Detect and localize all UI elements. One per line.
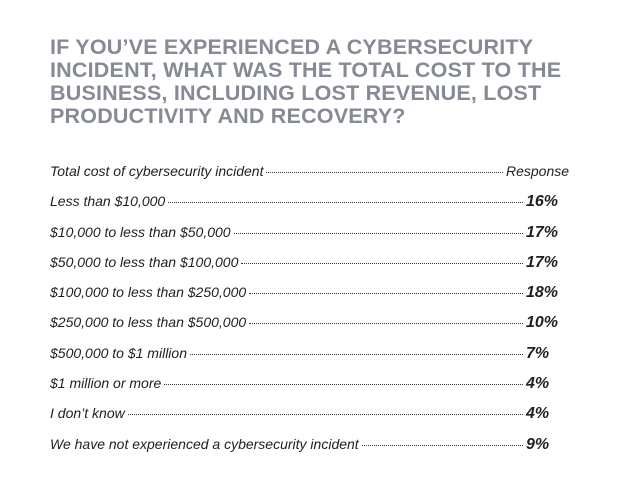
dot-leader (249, 293, 523, 295)
table-row: I don’t know 4% (50, 405, 572, 435)
row-label: $100,000 to less than $250,000 (50, 284, 247, 301)
dot-leader (233, 232, 523, 234)
dot-leader (241, 262, 523, 264)
table-row: $10,000 to less than $50,000 17% (50, 224, 572, 254)
table-row: $100,000 to less than $250,000 18% (50, 284, 572, 314)
row-label: $250,000 to less than $500,000 (50, 314, 247, 331)
table-row: We have not experienced a cybersecurity … (50, 436, 572, 466)
row-value: 17% (526, 253, 559, 271)
header-label: Total cost of cybersecurity incident (50, 163, 264, 179)
row-value: 16% (526, 193, 559, 211)
row-value: 7% (526, 344, 550, 362)
table-row: Less than $10,000 16% (50, 193, 572, 223)
dot-leader (164, 384, 523, 386)
response-table: Total cost of cybersecurity incident Res… (50, 163, 572, 466)
row-label: Less than $10,000 (50, 193, 166, 210)
row-label: I don’t know (50, 405, 125, 422)
dot-leader (361, 444, 523, 446)
table-row: $1 million or more 4% (50, 375, 572, 405)
survey-question-title: IF YOU’VE EXPERIENCED A CYBERSECURITY IN… (50, 35, 562, 128)
row-label: $500,000 to $1 million (50, 344, 187, 361)
row-label: $50,000 to less than $100,000 (50, 253, 239, 270)
table-row: $250,000 to less than $500,000 10% (50, 314, 572, 344)
table-row: $500,000 to $1 million 7% (50, 345, 572, 375)
dot-leader (190, 353, 523, 355)
row-label: We have not experienced a cybersecurity … (50, 435, 359, 452)
row-value: 9% (526, 435, 550, 453)
table-header-row: Total cost of cybersecurity incident Res… (50, 163, 572, 193)
row-value: 4% (526, 405, 550, 423)
table-row: $50,000 to less than $100,000 17% (50, 254, 572, 284)
row-label: $1 million or more (50, 375, 162, 392)
dot-leader (249, 323, 523, 325)
row-label: $10,000 to less than $50,000 (50, 223, 231, 240)
row-value: 18% (526, 284, 559, 302)
dot-leader (266, 172, 503, 173)
row-value: 10% (526, 314, 559, 332)
header-value: Response (506, 163, 570, 179)
row-value: 4% (526, 375, 550, 393)
row-value: 17% (526, 223, 559, 241)
dot-leader (168, 202, 523, 204)
dot-leader (127, 414, 523, 416)
